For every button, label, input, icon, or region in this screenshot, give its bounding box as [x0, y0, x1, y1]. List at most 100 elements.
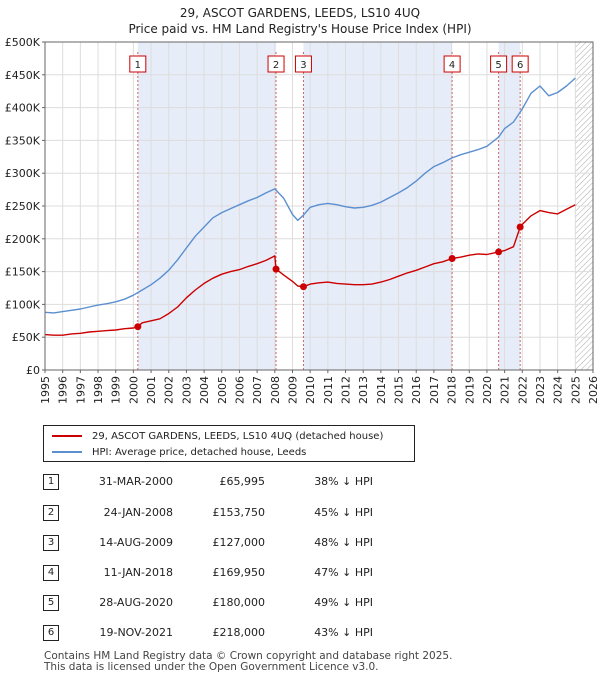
x-tick-label: 1995 [39, 376, 52, 404]
x-tick-label: 1997 [74, 376, 87, 404]
sale-label-text: 3 [300, 60, 306, 71]
x-tick-label: 2011 [322, 376, 335, 404]
legend-swatch-property [52, 435, 82, 437]
sale-label-box: 2 [267, 55, 285, 73]
sale-point [272, 265, 280, 273]
x-tick-label: 2017 [428, 376, 441, 404]
y-tick-label: £200K [5, 233, 41, 246]
x-tick-label: 2000 [127, 376, 140, 404]
x-tick-label: 2001 [145, 376, 158, 404]
legend-label-hpi: HPI: Average price, detached house, Leed… [92, 446, 307, 458]
x-tick-label: 2009 [286, 376, 299, 404]
row-hpi: 49% ↓ HPI [314, 596, 373, 609]
table-row: 6 19-NOV-2021 £218,000 43% ↓ HPI [43, 625, 463, 643]
row-price: £180,000 [212, 596, 266, 609]
y-tick-label: £0 [26, 364, 40, 377]
x-tick-label: 2025 [569, 376, 582, 404]
y-tick-label: £450K [5, 69, 41, 82]
legend-label-property: 29, ASCOT GARDENS, LEEDS, LS10 4UQ (deta… [92, 430, 384, 442]
x-tick-label: 2005 [216, 376, 229, 404]
sale-label-box: 6 [511, 55, 529, 73]
footer: Contains HM Land Registry data © Crown c… [44, 651, 452, 673]
legend-entry-property: 29, ASCOT GARDENS, LEEDS, LS10 4UQ (deta… [52, 429, 383, 443]
sale-label-text: 1 [135, 60, 141, 71]
y-tick-label: £50K [12, 331, 41, 344]
sale-label-frame [490, 55, 508, 73]
x-tick-label: 2026 [587, 376, 600, 404]
x-tick-label: 2006 [233, 376, 246, 404]
x-tick-label: 2018 [446, 376, 459, 404]
row-date: 14-AUG-2009 [99, 536, 173, 549]
x-tick-label: 2020 [481, 376, 494, 404]
y-tick-label: £350K [5, 134, 41, 147]
row-date: 19-NOV-2021 [99, 626, 173, 639]
sale-point [299, 283, 307, 291]
x-tick-label: 1998 [92, 376, 105, 404]
x-tick-label: 2015 [393, 376, 406, 404]
x-tick-label: 1999 [110, 376, 123, 404]
footer-copyright: Contains HM Land Registry data © Crown c… [44, 650, 453, 662]
x-tick-label: 2012 [340, 376, 353, 404]
x-tick-label: 2007 [251, 376, 264, 404]
sale-point [134, 323, 142, 331]
x-tick-label: 2010 [304, 376, 317, 404]
sale-label-box: 5 [490, 55, 508, 73]
footer-licence: This data is licensed under the Open Gov… [44, 661, 379, 673]
x-tick-label: 2024 [552, 376, 565, 404]
row-hpi: 48% ↓ HPI [314, 536, 373, 549]
table-row: 4 11-JAN-2018 £169,950 47% ↓ HPI [43, 565, 463, 583]
sale-label-text: 6 [517, 60, 523, 71]
price-chart: 1 2 3 4 5 6 £0 £50K £100K £150K £200K £250K £300K £35… [5, 36, 600, 404]
x-tick-label: 2023 [534, 376, 547, 404]
x-tick-label: 2019 [463, 376, 476, 404]
hpi-line [44, 77, 576, 314]
sale-label-frame [511, 55, 529, 73]
legend: 29, ASCOT GARDENS, LEEDS, LS10 4UQ (deta… [43, 425, 415, 462]
y-tick-label: £300K [5, 167, 41, 180]
y-tick-label: £100K [5, 298, 41, 311]
sale-label-frame [267, 55, 285, 73]
row-date: 11-JAN-2018 [103, 566, 173, 579]
sale-point [495, 248, 503, 256]
x-tick-label: 2022 [516, 376, 529, 404]
sale-label-box: 3 [294, 55, 312, 73]
row-date: 24-JAN-2008 [103, 506, 173, 519]
x-tick-label: 2002 [163, 376, 176, 404]
row-hpi: 43% ↓ HPI [314, 626, 373, 639]
y-tick-label: £400K [5, 102, 41, 115]
sale-label-frame [294, 55, 312, 73]
row-marker: 5 [43, 595, 59, 611]
row-date: 28-AUG-2020 [99, 596, 173, 609]
x-tick-label: 2016 [410, 376, 423, 404]
row-marker: 6 [43, 625, 59, 641]
row-marker: 3 [43, 535, 59, 551]
row-hpi: 45% ↓ HPI [314, 506, 373, 519]
sale-label-frame [129, 55, 147, 73]
chart-subtitle: Price paid vs. HM Land Registry's House … [128, 22, 472, 36]
sale-label-box: 4 [443, 55, 461, 73]
sale-label-text: 4 [449, 60, 455, 71]
row-price: £65,995 [219, 475, 266, 488]
row-hpi: 38% ↓ HPI [314, 475, 373, 488]
x-tick-label: 2013 [357, 376, 370, 404]
x-tick-label: 2008 [269, 376, 282, 404]
row-marker: 4 [43, 565, 59, 581]
row-price: £127,000 [212, 536, 266, 549]
table-row: 1 31-MAR-2000 £65,995 38% ↓ HPI [43, 474, 463, 492]
row-hpi: 47% ↓ HPI [314, 566, 373, 579]
legend-swatch-hpi [52, 451, 82, 453]
row-date: 31-MAR-2000 [98, 475, 173, 488]
table-row: 3 14-AUG-2009 £127,000 48% ↓ HPI [43, 535, 463, 553]
row-price: £218,000 [212, 626, 266, 639]
table-row: 2 24-JAN-2008 £153,750 45% ↓ HPI [43, 505, 463, 523]
sale-point [448, 255, 456, 263]
row-marker: 1 [43, 474, 59, 490]
table-row: 5 28-AUG-2020 £180,000 49% ↓ HPI [43, 595, 463, 613]
x-tick-label: 2021 [499, 376, 512, 404]
y-tick-label: £500K [5, 36, 41, 49]
legend-entry-hpi: HPI: Average price, detached house, Leed… [52, 445, 306, 459]
row-price: £169,950 [212, 566, 266, 579]
chart-title: 29, ASCOT GARDENS, LEEDS, LS10 4UQ [179, 6, 421, 20]
x-tick-label: 2014 [375, 376, 388, 404]
row-price: £153,750 [212, 506, 266, 519]
